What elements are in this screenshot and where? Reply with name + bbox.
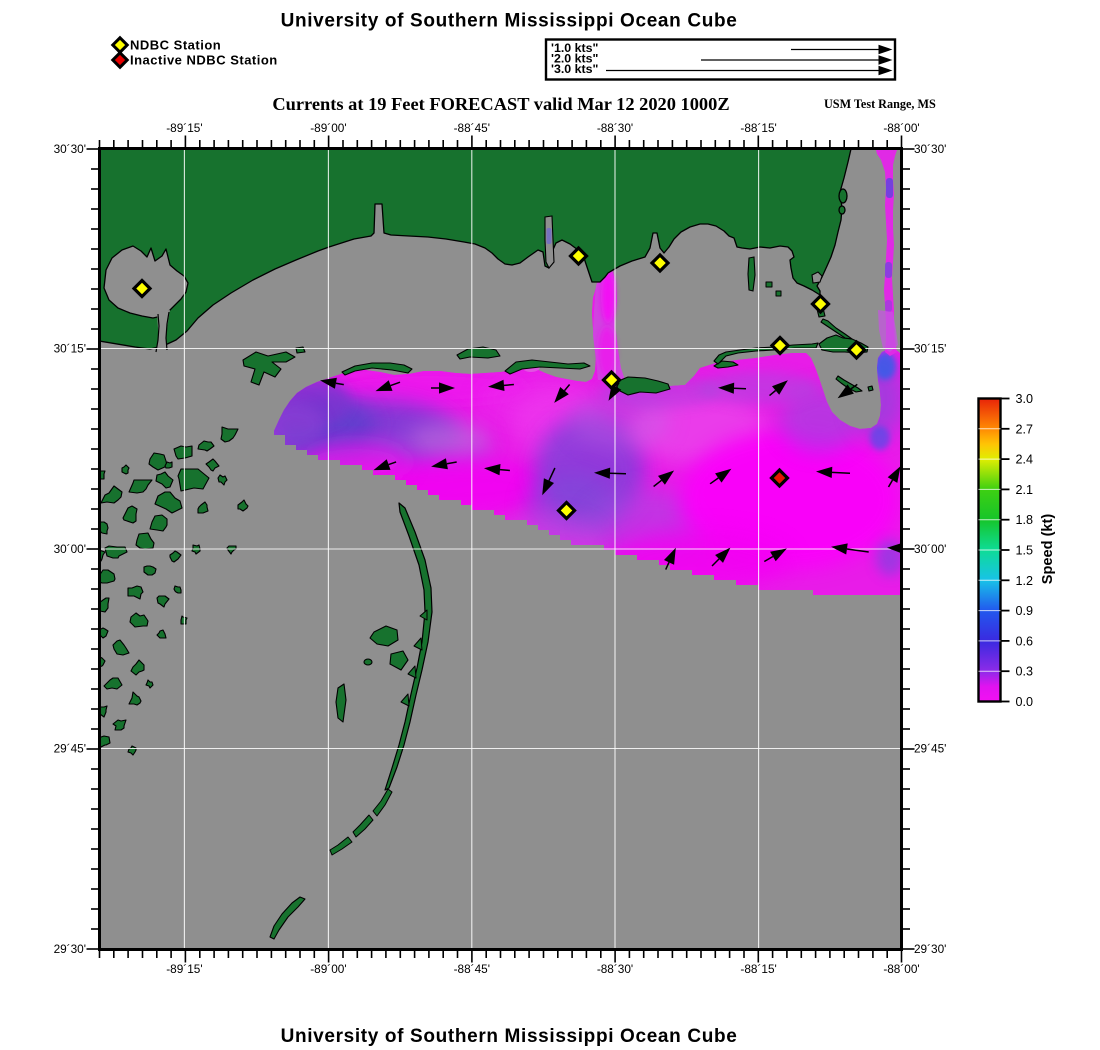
svg-text:'2.0 kts": '2.0 kts" bbox=[551, 52, 599, 66]
svg-text:0.3: 0.3 bbox=[1016, 665, 1034, 679]
svg-text:30´00': 30´00' bbox=[914, 542, 946, 556]
svg-text:1.5: 1.5 bbox=[1016, 544, 1034, 558]
svg-text:3.0: 3.0 bbox=[1016, 392, 1034, 406]
svg-text:-88´00': -88´00' bbox=[883, 121, 919, 135]
svg-text:30´15': 30´15' bbox=[54, 342, 86, 356]
svg-text:0.6: 0.6 bbox=[1016, 634, 1034, 648]
svg-text:1.8: 1.8 bbox=[1016, 513, 1034, 527]
svg-text:29´30': 29´30' bbox=[914, 942, 946, 956]
svg-text:1.2: 1.2 bbox=[1016, 574, 1034, 588]
svg-text:-89´15': -89´15' bbox=[166, 962, 202, 976]
svg-text:29´45': 29´45' bbox=[914, 742, 946, 756]
svg-text:29´30': 29´30' bbox=[54, 942, 86, 956]
svg-text:30´00': 30´00' bbox=[54, 542, 86, 556]
svg-text:-88´30': -88´30' bbox=[597, 121, 633, 135]
svg-text:'1.0 kts": '1.0 kts" bbox=[551, 41, 599, 55]
svg-text:-89´00': -89´00' bbox=[310, 962, 346, 976]
svg-text:Currents at 19 Feet FORECAST v: Currents at 19 Feet FORECAST valid Mar 1… bbox=[272, 94, 729, 114]
svg-text:-88´15': -88´15' bbox=[740, 121, 776, 135]
svg-text:NDBC Station: NDBC Station bbox=[130, 38, 221, 53]
svg-text:0.0: 0.0 bbox=[1016, 695, 1034, 709]
svg-text:-88´45': -88´45' bbox=[454, 121, 490, 135]
svg-text:2.7: 2.7 bbox=[1016, 422, 1034, 436]
svg-text:30´30': 30´30' bbox=[54, 142, 86, 156]
svg-text:2.4: 2.4 bbox=[1016, 453, 1034, 467]
svg-text:Inactive NDBC Station: Inactive NDBC Station bbox=[130, 53, 278, 68]
svg-text:-88´15': -88´15' bbox=[740, 962, 776, 976]
svg-text:'3.0 kts": '3.0 kts" bbox=[551, 62, 599, 76]
svg-text:0.9: 0.9 bbox=[1016, 604, 1034, 618]
svg-text:USM Test Range, MS: USM Test Range, MS bbox=[824, 97, 936, 111]
svg-text:2.1: 2.1 bbox=[1016, 483, 1034, 497]
svg-text:-88´45': -88´45' bbox=[454, 962, 490, 976]
svg-text:University of Southern Mississ: University of Southern Mississippi Ocean… bbox=[281, 11, 738, 32]
svg-text:-88´30': -88´30' bbox=[597, 962, 633, 976]
svg-text:-89´15': -89´15' bbox=[166, 121, 202, 135]
svg-text:29´45': 29´45' bbox=[54, 742, 86, 756]
svg-text:-88´00': -88´00' bbox=[883, 962, 919, 976]
svg-text:30´30': 30´30' bbox=[914, 142, 946, 156]
svg-text:University of Southern Mississ: University of Southern Mississippi Ocean… bbox=[281, 1026, 738, 1047]
svg-text:Speed (kt): Speed (kt) bbox=[1040, 514, 1056, 585]
svg-text:30´15': 30´15' bbox=[914, 342, 946, 356]
svg-text:-89´00': -89´00' bbox=[310, 121, 346, 135]
